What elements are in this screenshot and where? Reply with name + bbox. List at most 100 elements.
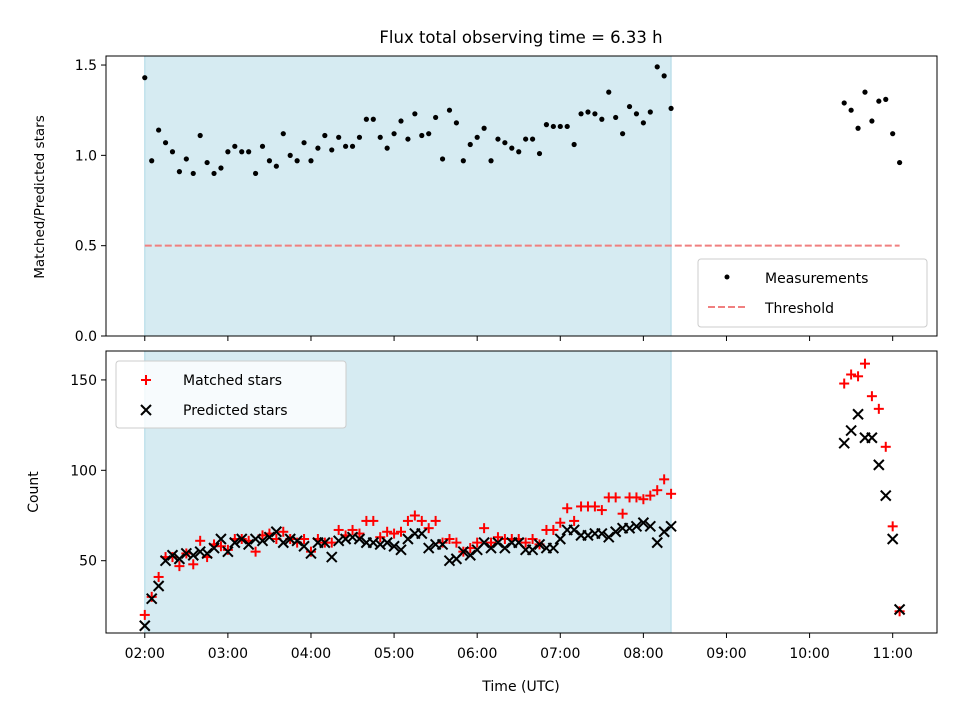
predicted-star-point xyxy=(637,517,650,529)
cross-stroke-b xyxy=(326,551,338,563)
matched-star-point xyxy=(416,515,427,526)
matched-star-point xyxy=(326,537,337,548)
matched-star-point xyxy=(617,508,628,519)
measurement-point xyxy=(633,111,640,117)
measurement-point xyxy=(855,125,861,131)
measurement-point xyxy=(183,156,189,162)
predicted-star-point xyxy=(893,603,906,616)
measurement-point xyxy=(433,114,439,121)
cross-stroke-b xyxy=(346,531,359,543)
matched-star-point xyxy=(548,524,559,535)
measurement-point xyxy=(613,114,619,121)
measurement-point xyxy=(841,100,847,106)
cross-stroke-b xyxy=(893,603,906,616)
predicted-star-point xyxy=(866,432,878,444)
predicted-star-point xyxy=(623,522,636,534)
x-tick-label: 10:00 xyxy=(789,646,829,662)
cross-stroke-b xyxy=(416,527,428,540)
predicted-star-point xyxy=(644,520,657,533)
measurement-point xyxy=(273,163,279,169)
measurement-point xyxy=(848,107,854,113)
cross-stroke-b xyxy=(623,522,636,534)
predicted-star-point xyxy=(464,549,476,561)
matched-star-point xyxy=(645,490,656,501)
predicted-star-point xyxy=(485,542,497,554)
cross-stroke-b xyxy=(388,540,400,552)
x-axis-label: Time (UTC) xyxy=(481,679,559,695)
measurement-points xyxy=(142,64,903,177)
measurement-point xyxy=(301,140,307,146)
predicted-star-point xyxy=(838,437,850,449)
measurement-point xyxy=(343,143,349,149)
cross-stroke-b xyxy=(658,526,670,538)
measurement-point xyxy=(543,122,550,128)
measurement-point xyxy=(578,111,584,117)
observing-span-top xyxy=(144,55,672,337)
cross-stroke-b xyxy=(332,535,345,547)
matched-star-point xyxy=(146,591,157,602)
predicted-star-point xyxy=(436,538,449,551)
predicted-star-point xyxy=(236,533,248,545)
matched-star-point xyxy=(375,532,386,543)
matched-star-point xyxy=(873,403,884,414)
matched-star-point xyxy=(880,441,891,452)
cross-stroke-b xyxy=(485,542,497,554)
x-tick-label: 06:00 xyxy=(457,646,497,662)
measurement-point xyxy=(169,149,176,155)
cross-stroke-b xyxy=(568,524,580,536)
predicted-star-point xyxy=(284,533,296,545)
predicted-star-point xyxy=(499,542,511,554)
matched-star-point xyxy=(666,488,677,499)
predicted-star-point xyxy=(457,545,470,558)
predicted-star-point xyxy=(139,620,151,632)
measurement-point xyxy=(571,141,577,148)
cross-stroke-b xyxy=(533,538,546,551)
predicted-star-point xyxy=(422,542,435,554)
cross-stroke-b xyxy=(443,554,456,567)
predicted-star-point xyxy=(305,547,317,560)
bottom-plot-frame xyxy=(105,350,938,634)
measurement-point xyxy=(384,145,390,151)
cross-stroke-b xyxy=(644,520,657,533)
cross-stroke-b xyxy=(478,536,490,549)
measurement-point xyxy=(252,170,259,177)
matched-star-point xyxy=(527,534,538,544)
matched-star-point xyxy=(188,559,199,570)
measurement-point xyxy=(495,136,501,142)
matched-star-point xyxy=(652,485,663,496)
predicted-star-point xyxy=(346,531,359,543)
cross-stroke-b xyxy=(845,424,857,437)
measurement-point xyxy=(363,116,369,122)
cross-stroke-b xyxy=(256,535,269,547)
legend-measurements: Measurements xyxy=(765,271,868,287)
matched-star-point xyxy=(859,358,870,369)
cross-stroke-b xyxy=(242,538,255,551)
matched-star-point xyxy=(472,537,483,548)
matched-star-point xyxy=(589,501,600,512)
cross-stroke-b xyxy=(215,533,227,545)
predicted-star-point xyxy=(880,489,892,502)
predicted-star-point xyxy=(886,533,899,545)
measurement-point xyxy=(585,109,591,115)
matched-star-point xyxy=(894,606,905,617)
cross-stroke-b xyxy=(249,533,262,545)
predicted-star-point xyxy=(152,580,165,592)
cross-stroke-b xyxy=(236,533,248,545)
predicted-star-point xyxy=(665,520,677,533)
matched-star-point xyxy=(423,523,434,534)
predicted-star-point xyxy=(263,531,276,543)
measurement-point xyxy=(308,158,314,164)
measurement-point xyxy=(640,120,646,126)
cross-stroke-b xyxy=(339,533,352,545)
matched-star-point xyxy=(451,537,462,548)
cross-stroke-b xyxy=(554,533,566,545)
measurement-point xyxy=(280,131,286,137)
matched-star-point xyxy=(555,517,566,528)
measurement-point xyxy=(516,149,522,155)
measurement-point xyxy=(654,64,660,70)
cross-stroke-b xyxy=(866,432,878,444)
count-points xyxy=(139,358,906,632)
matched-star-point xyxy=(638,494,649,505)
measurement-point xyxy=(398,118,404,124)
measurement-point xyxy=(620,131,626,137)
